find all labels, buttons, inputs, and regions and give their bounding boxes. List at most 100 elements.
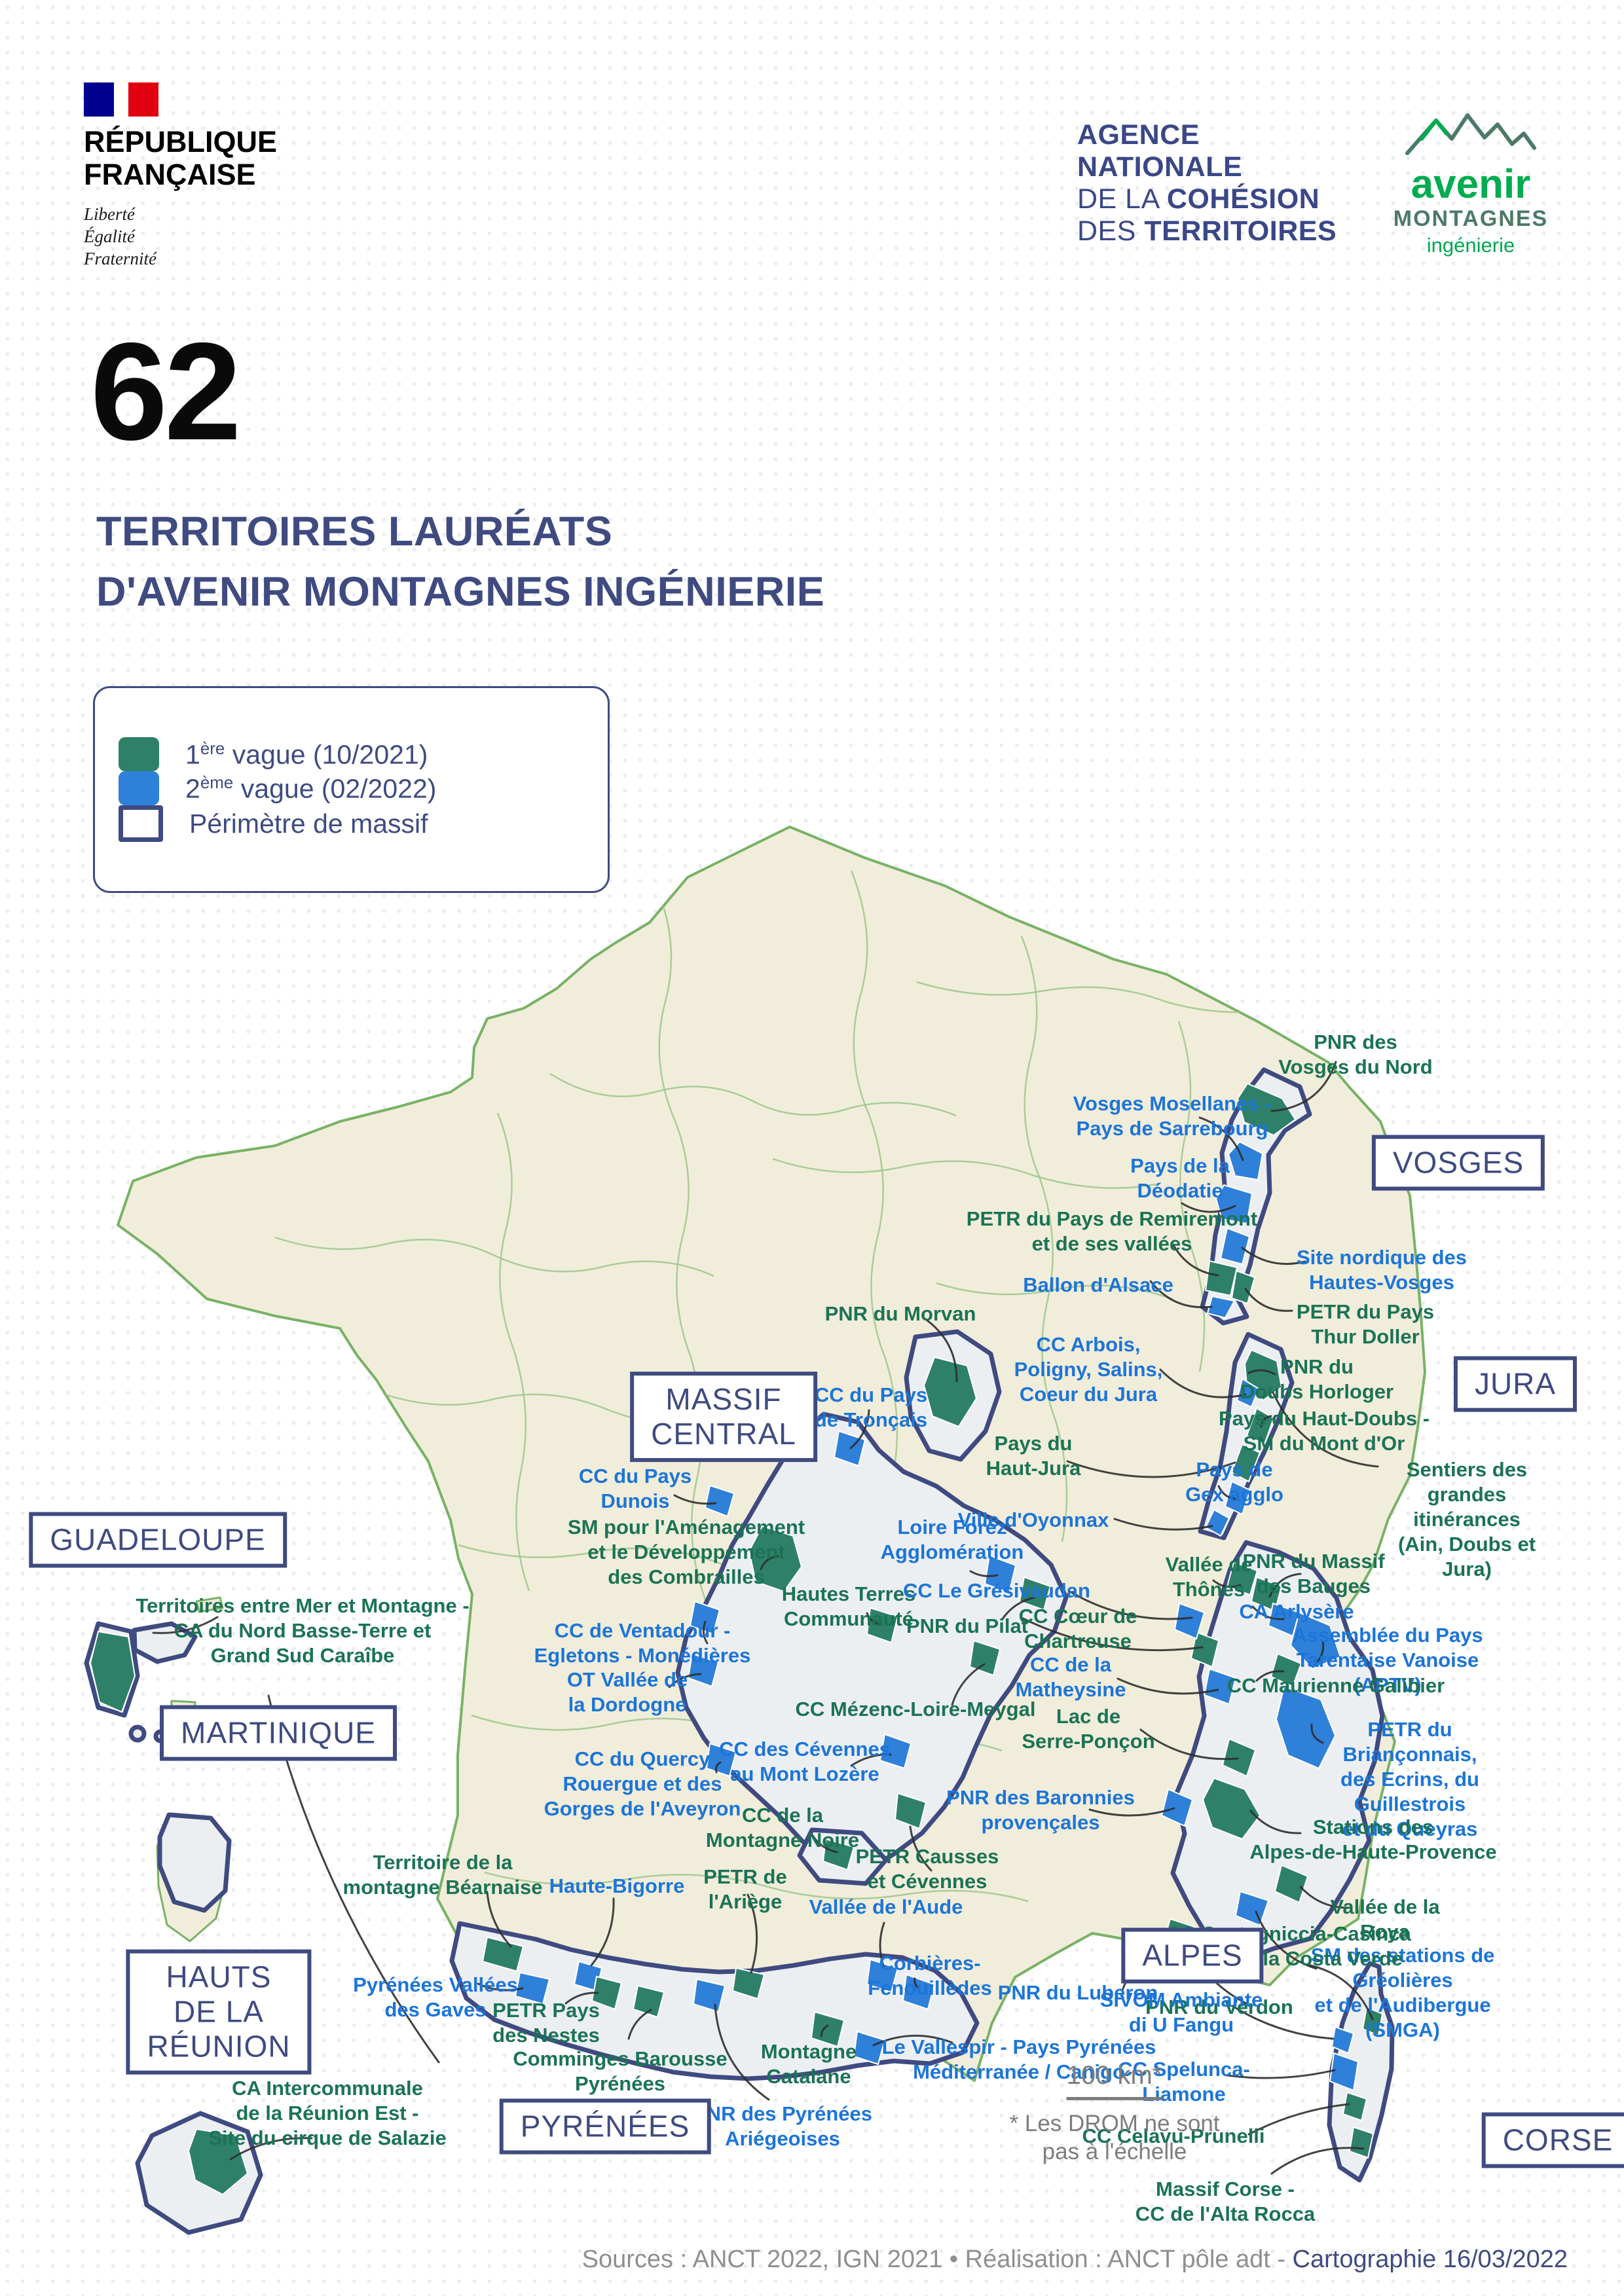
massif-box-alpes: ALPES bbox=[1121, 1927, 1264, 1984]
legend-item-wave2: 2ème vague (02/2022) bbox=[95, 771, 608, 805]
leader-line bbox=[1260, 1415, 1272, 1428]
leader-line bbox=[1217, 1485, 1238, 1501]
leader-line bbox=[760, 1555, 779, 1571]
wave2-territory-shape bbox=[1203, 1667, 1237, 1705]
territory-label: Vosges Mosellanes - Pays de Sarrebourg bbox=[1073, 1092, 1272, 1140]
leader-line bbox=[951, 1663, 986, 1706]
wave2-territory-shape bbox=[1236, 1377, 1260, 1408]
leader-line bbox=[1149, 1280, 1213, 1309]
territory-label: CC Arbois, Poligny, Salins, Coeur du Jur… bbox=[1014, 1333, 1163, 1406]
wave1-territory-shape bbox=[1342, 2091, 1368, 2122]
leader-line bbox=[1249, 1810, 1302, 1834]
wave2-territory-shape bbox=[687, 1652, 720, 1688]
legend-swatch-perimeter bbox=[119, 805, 163, 842]
leader-line bbox=[1226, 2069, 1336, 2079]
territory-label: Pyrénées Vallées des Gaves bbox=[353, 1973, 518, 2021]
avenir-word: avenir bbox=[1411, 162, 1531, 207]
leader-line bbox=[850, 1753, 892, 1767]
leader-line bbox=[477, 1982, 524, 1992]
leader-line bbox=[921, 1316, 958, 1383]
leader-line bbox=[969, 1570, 999, 1577]
leader-line bbox=[714, 2003, 770, 2101]
wave2-territory-shape bbox=[879, 1733, 912, 1770]
leader-line bbox=[1247, 1369, 1276, 1376]
wave2-territory-shape bbox=[984, 1554, 1017, 1594]
territory-label: Comminges Barousse Pyrénées bbox=[513, 2047, 728, 2095]
wave2-territory-shape bbox=[1289, 1611, 1342, 1670]
motto-fraternite: Fraternité bbox=[84, 249, 157, 268]
leader-line bbox=[668, 1673, 702, 1688]
wave1-territory-shape bbox=[866, 1607, 899, 1644]
anct-logo-line: DES TERRITOIRES bbox=[1077, 215, 1337, 247]
leader-line bbox=[1159, 1368, 1247, 1398]
leader-line bbox=[486, 1891, 512, 1948]
leader-line bbox=[1270, 2147, 1365, 2175]
territory-label: Corbières- Fenouillèdes bbox=[868, 1952, 992, 1999]
leader-line bbox=[1198, 1116, 1244, 1161]
wave1-territory-shape bbox=[1190, 1631, 1220, 1668]
leader-line bbox=[1231, 2005, 1335, 2040]
avenir-montagnes-logo: avenir MONTAGNES ingénierie bbox=[1387, 110, 1555, 259]
legend-item-perimeter: Périmètre de massif bbox=[95, 805, 608, 842]
massif-box-hauts-de la-réunion: HAUTS DE LA RÉUNION bbox=[126, 1949, 312, 2075]
count-number: 62 bbox=[90, 314, 242, 469]
territory-label: CA Intercommunale de la Réunion Est - Si… bbox=[208, 2077, 447, 2149]
wave2-territory-shape bbox=[1227, 1140, 1264, 1181]
leader-line bbox=[1067, 1590, 1193, 1620]
leader-line bbox=[702, 1620, 709, 1645]
leader-line bbox=[1212, 1579, 1242, 1588]
leader-line bbox=[747, 1893, 758, 1974]
wave2-territory-shape bbox=[853, 2030, 886, 2066]
wave1-territory-shape bbox=[1018, 1576, 1052, 1611]
wave1-territory-shape bbox=[1221, 1738, 1257, 1777]
legend-swatch-wave1 bbox=[119, 737, 159, 771]
wave1-territory-shape bbox=[810, 2011, 845, 2048]
wave1-territory-shape bbox=[481, 1936, 525, 1973]
wave2-territory-shape bbox=[704, 1484, 735, 1518]
wave1-territory-shape bbox=[1274, 1864, 1309, 1904]
territory-label: CC du Pays Dunois bbox=[578, 1465, 692, 1512]
territory-label: CA Arlysère bbox=[1239, 1600, 1354, 1623]
wave2-territory-shape bbox=[692, 1978, 726, 2013]
wave1-territory-shape bbox=[632, 1984, 665, 2018]
leader-line bbox=[1310, 1723, 1324, 1744]
anct-logo: AGENCE NATIONALE DE LA COHÉSION DES TERRITO… bbox=[1077, 119, 1337, 247]
wave1-territory-shape bbox=[969, 1639, 1001, 1677]
territory-label: Loire Forez Agglomération bbox=[880, 1516, 1024, 1563]
territory-label: PNR du Luberon bbox=[997, 1981, 1158, 2004]
leader-line bbox=[1255, 1670, 1285, 1682]
leader-line bbox=[1244, 1288, 1293, 1312]
territory-label: Massif Corse - CC de l'Alta Rocca bbox=[1135, 2178, 1316, 2225]
leader-line bbox=[879, 1922, 885, 1969]
territory-label: CC de la Montagne Noire bbox=[705, 1804, 860, 1851]
leader-lines-group bbox=[152, 1061, 1379, 2175]
leader-line bbox=[1066, 1460, 1236, 1478]
territory-label: PNR du Morvan bbox=[824, 1302, 976, 1325]
territory-label: Pays du Haut-Doubs - SM du Mont d'Or bbox=[1218, 1407, 1430, 1455]
leader-line bbox=[1272, 1391, 1379, 1468]
anct-logo-line: DE LA COHÉSION bbox=[1077, 183, 1320, 215]
mountains-icon bbox=[1405, 113, 1536, 155]
leader-line bbox=[811, 1833, 838, 1853]
legend-label: Périmètre de massif bbox=[189, 808, 428, 839]
motto-liberte: Liberté bbox=[84, 204, 135, 224]
massif-box-pyrénées: PYRÉNÉES bbox=[499, 2098, 711, 2155]
massif-box-vosges: VOSGES bbox=[1371, 1135, 1545, 1191]
leader-line bbox=[627, 2009, 652, 2040]
leader-line bbox=[1139, 1728, 1239, 1760]
leader-line bbox=[849, 1409, 870, 1449]
wave1-territory-shape bbox=[187, 2128, 249, 2196]
wave2-territory-shape bbox=[1275, 1685, 1337, 1770]
leader-line bbox=[1270, 1061, 1337, 1112]
leader-line bbox=[1299, 1886, 1350, 1909]
republique-name: RÉPUBLIQUE FRANÇAISE bbox=[84, 126, 277, 191]
territory-label: Territoires entre Mer et Montagne - CA d… bbox=[136, 1594, 470, 1667]
territory-label: Site nordique des Hautes-Vosges bbox=[1296, 1246, 1467, 1294]
territory-label: Haute-Bigorre bbox=[549, 1874, 685, 1897]
leader-line bbox=[913, 1977, 920, 1990]
anct-logo-line: NATIONALE bbox=[1077, 151, 1243, 183]
wave1-territory-shape bbox=[748, 1525, 803, 1593]
wave1-territory-shape bbox=[1236, 1082, 1297, 1137]
wave1-territory-shape bbox=[1202, 1777, 1261, 1840]
